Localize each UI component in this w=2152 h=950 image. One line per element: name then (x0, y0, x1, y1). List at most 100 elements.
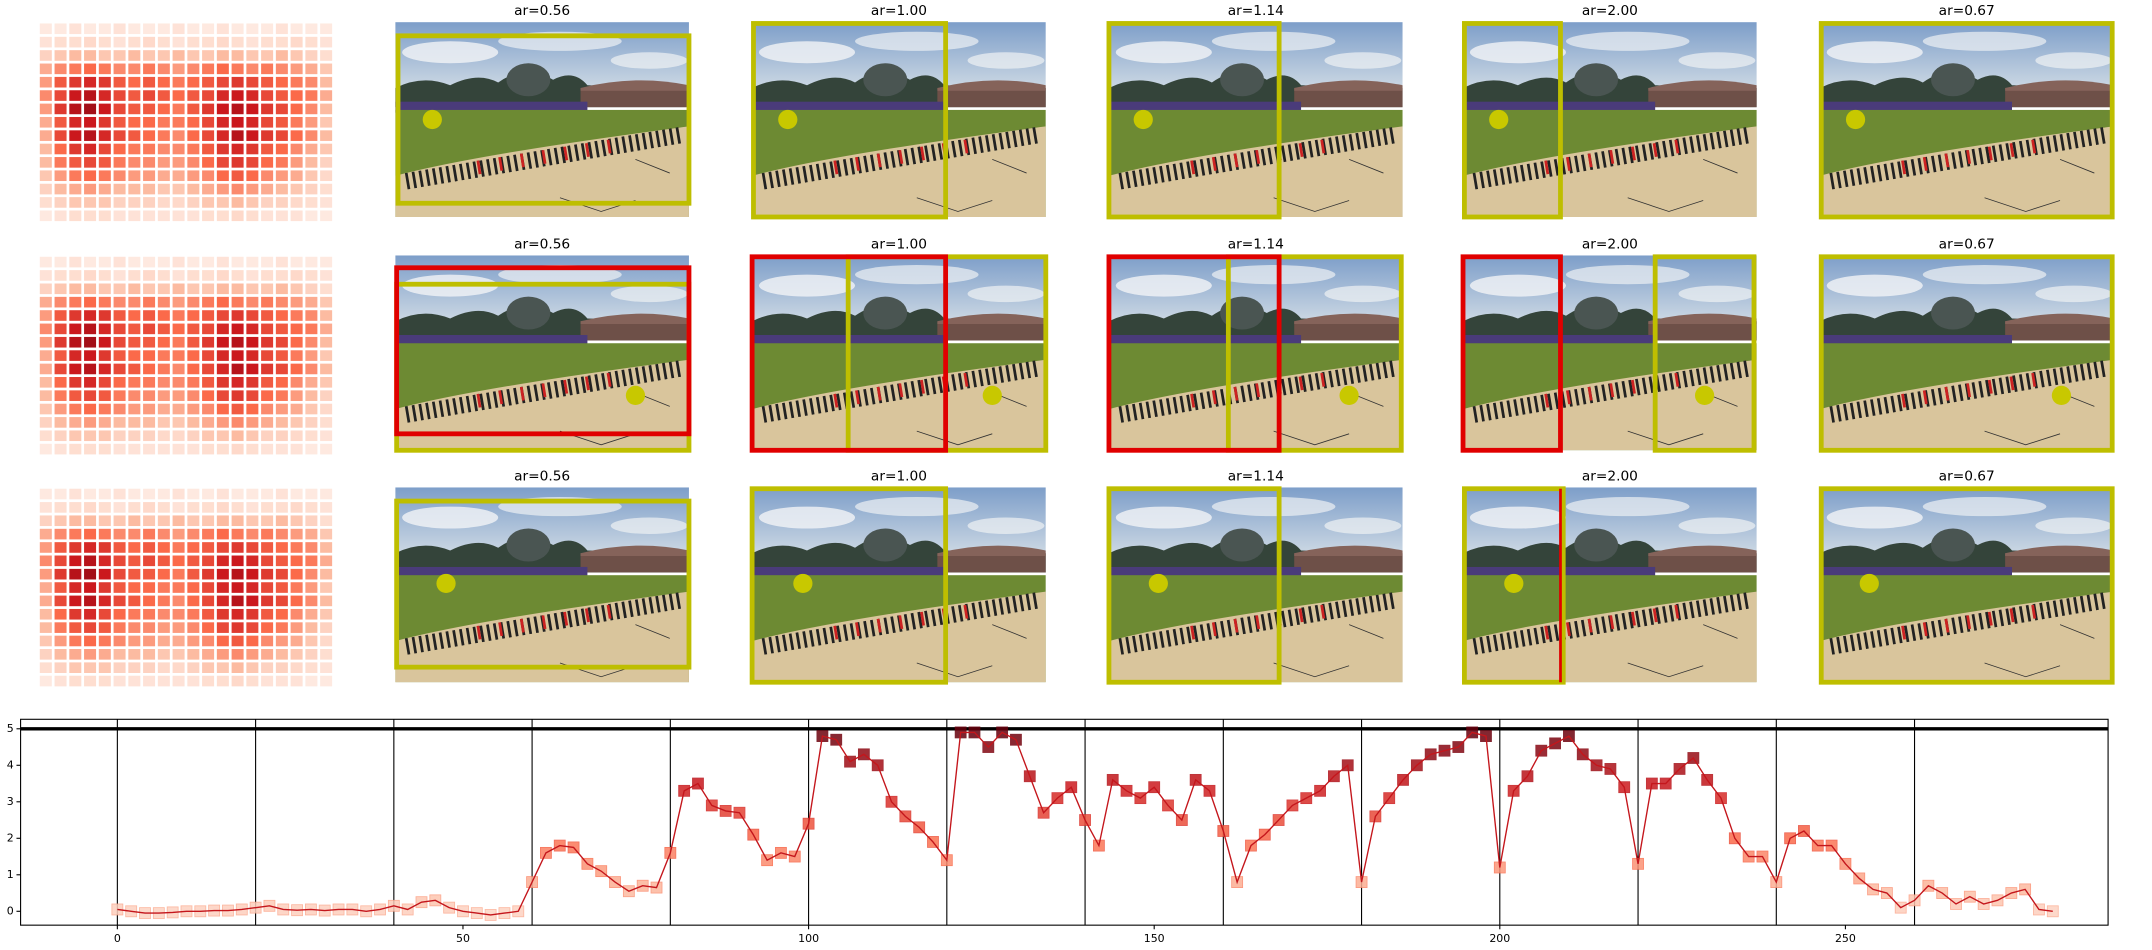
heatmap-cell (320, 90, 333, 101)
heatmap-cell (113, 635, 126, 647)
heatmap-cell (320, 595, 333, 607)
heatmap-cell (187, 130, 200, 141)
heatmap-cell (290, 36, 303, 48)
heatmap-cell (216, 622, 229, 633)
heatmap-cell (39, 443, 52, 455)
heatmap-cell (320, 443, 333, 455)
heatmap-cell (305, 675, 318, 687)
heatmap-cell (128, 649, 141, 660)
heatmap-cell (216, 675, 229, 687)
crop-box (395, 33, 692, 206)
heatmap-cell (231, 36, 244, 48)
y-tick-label: 2 (7, 831, 14, 844)
heatmap-cell (172, 76, 185, 88)
heatmap-cell (290, 256, 303, 268)
heatmap-cell (128, 130, 141, 141)
heatmap-cell (231, 417, 244, 428)
heatmap-cell (320, 403, 333, 415)
heatmap-cell (187, 90, 200, 101)
heatmap-cell (172, 256, 185, 268)
heatmap-cell (202, 662, 215, 673)
heatmap-cell (69, 417, 82, 428)
heatmap-cell (216, 63, 229, 75)
heatmap-cell (69, 555, 82, 567)
heatmap-cell (216, 350, 229, 361)
heatmap-cell (157, 256, 170, 268)
heatmap-cell (84, 542, 97, 553)
heatmap-cell (246, 502, 259, 513)
heatmap-cell (216, 210, 229, 222)
heatmap-cell (261, 197, 274, 208)
heatmap-cell (305, 210, 318, 222)
heatmap-cell (157, 515, 170, 527)
heatmap-cell (54, 377, 67, 388)
heatmap-cell (172, 350, 185, 361)
heatmap-cell (231, 310, 244, 321)
heatmap-cell (143, 183, 156, 195)
heatmap-cell (231, 488, 244, 500)
heatmap-cell (275, 283, 288, 295)
heatmap-cell (54, 116, 67, 128)
heatmap-cell (39, 582, 52, 593)
heatmap-cell (216, 170, 229, 182)
heatmap-cell (305, 582, 318, 593)
heatmap-cell (98, 662, 111, 673)
heatmap-cell (261, 363, 274, 375)
heatmap-cell (143, 595, 156, 607)
panel-title: ar=0.67 (1939, 468, 1995, 484)
heatmap-cell (39, 662, 52, 673)
heatmap-cell (128, 555, 141, 567)
heatmap-cell (246, 256, 259, 268)
heatmap-cell (261, 515, 274, 527)
heatmap-cell (320, 528, 333, 540)
heatmap-cell (39, 649, 52, 660)
heatmap-cell (246, 157, 259, 168)
x-tick-label: 200 (1489, 932, 1510, 945)
heatmap-cell (202, 430, 215, 442)
heatmap-cell (216, 283, 229, 295)
heatmap-cell (320, 296, 333, 308)
heatmap-cell (202, 310, 215, 321)
heatmap-cell (54, 635, 67, 647)
heatmap-cell (143, 63, 156, 75)
heatmap-cell (143, 197, 156, 208)
heatmap-cell (157, 36, 170, 48)
heatmap-cell (305, 50, 318, 61)
heatmap-cell (54, 363, 67, 375)
heatmap-cell (54, 390, 67, 401)
heatmap-cell (84, 403, 97, 415)
heatmap-cell (84, 528, 97, 540)
heatmap-cell (275, 390, 288, 401)
heatmap-cell (143, 90, 156, 101)
crop-box (1462, 21, 1563, 220)
heatmap-cell (275, 76, 288, 88)
heatmap-cell (157, 63, 170, 75)
heatmap-cell (290, 502, 303, 513)
heatmap-cell (275, 183, 288, 195)
heatmap-cell (202, 350, 215, 361)
heatmap-cell (231, 542, 244, 553)
heatmap-cell (305, 417, 318, 428)
heatmap-cell (172, 582, 185, 593)
heatmap-cell (187, 350, 200, 361)
heatmap-cell (143, 675, 156, 687)
heatmap-cell (143, 210, 156, 222)
panel-title: ar=1.00 (871, 3, 927, 19)
heatmap-cell (275, 635, 288, 647)
heatmap-cell (172, 103, 185, 115)
heatmap-cell (39, 323, 52, 335)
heatmap-cell (98, 256, 111, 268)
heatmap-cell (261, 130, 274, 141)
heatmap-cell (216, 76, 229, 88)
heatmap-cell (39, 555, 52, 567)
heatmap-cell (157, 582, 170, 593)
heatmap-cell (172, 143, 185, 155)
heatmap-cell (290, 157, 303, 168)
heatmap-cell (231, 403, 244, 415)
heatmap-cell (98, 36, 111, 48)
heatmap-cell (84, 417, 97, 428)
heatmap-cell (246, 130, 259, 141)
heatmap-cell (54, 515, 67, 527)
x-tick-label: 50 (456, 932, 470, 945)
